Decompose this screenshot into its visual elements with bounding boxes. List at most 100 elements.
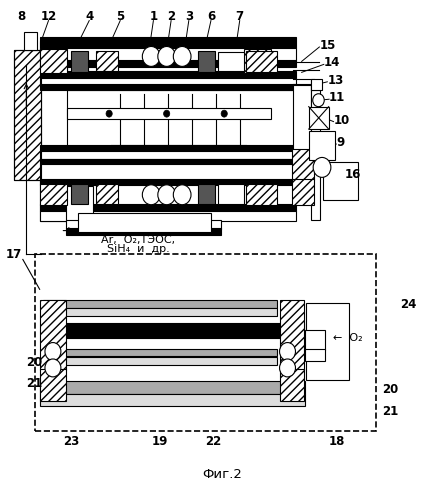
Bar xyxy=(310,79,321,90)
Bar xyxy=(43,308,278,316)
Bar xyxy=(43,357,278,365)
Text: 1: 1 xyxy=(149,10,158,23)
Bar xyxy=(40,394,305,406)
Circle shape xyxy=(45,359,61,377)
Bar xyxy=(24,31,37,50)
Text: 21: 21 xyxy=(26,377,42,390)
Bar xyxy=(280,369,304,401)
Bar xyxy=(309,107,329,129)
Bar xyxy=(40,78,296,84)
Bar xyxy=(40,90,296,150)
Text: 10: 10 xyxy=(333,114,350,127)
Bar xyxy=(323,162,358,200)
Bar xyxy=(218,52,244,71)
Bar xyxy=(246,51,278,72)
Circle shape xyxy=(158,46,175,66)
Circle shape xyxy=(313,158,331,177)
Bar xyxy=(40,37,296,48)
Bar xyxy=(40,159,296,164)
Circle shape xyxy=(106,110,112,117)
Text: 16: 16 xyxy=(345,168,361,181)
Bar xyxy=(309,131,335,160)
Text: 15: 15 xyxy=(319,39,336,52)
Text: 2: 2 xyxy=(167,10,175,23)
Bar xyxy=(66,228,221,235)
Bar xyxy=(14,50,40,180)
Bar xyxy=(40,184,67,205)
Text: 8: 8 xyxy=(17,10,26,23)
Bar xyxy=(40,179,296,185)
Text: 9: 9 xyxy=(336,136,345,149)
Bar xyxy=(71,51,88,72)
Text: O: O xyxy=(80,326,90,336)
Text: 3: 3 xyxy=(185,10,193,23)
Text: 22: 22 xyxy=(205,435,221,448)
Text: ←  O₂: ← O₂ xyxy=(333,332,362,343)
Bar xyxy=(40,204,296,211)
Text: Ar,  O₂,ТЭОС,: Ar, O₂,ТЭОС, xyxy=(101,235,175,245)
Bar xyxy=(40,381,305,394)
Text: 12: 12 xyxy=(40,10,57,23)
Bar xyxy=(40,211,296,221)
Bar xyxy=(305,349,325,361)
Circle shape xyxy=(158,185,175,205)
Bar xyxy=(40,71,296,78)
Text: 7: 7 xyxy=(236,10,244,23)
Circle shape xyxy=(143,46,160,66)
Circle shape xyxy=(45,342,61,360)
Circle shape xyxy=(163,110,170,117)
Bar xyxy=(244,49,271,73)
Text: 14: 14 xyxy=(324,56,340,69)
Bar xyxy=(67,108,271,119)
Text: 17: 17 xyxy=(6,248,22,261)
Text: 4: 4 xyxy=(85,10,93,23)
Text: Фиг.2: Фиг.2 xyxy=(202,468,242,481)
Bar xyxy=(198,51,215,72)
Bar xyxy=(40,60,296,67)
Text: 20: 20 xyxy=(26,356,42,369)
Text: 20: 20 xyxy=(382,383,398,396)
Text: 23: 23 xyxy=(63,435,79,448)
Bar xyxy=(66,186,93,221)
Circle shape xyxy=(173,185,191,205)
Bar xyxy=(78,213,211,232)
Text: 21: 21 xyxy=(382,405,398,418)
Bar xyxy=(40,151,296,159)
Circle shape xyxy=(280,342,295,360)
Bar xyxy=(292,149,314,180)
Bar xyxy=(71,184,88,204)
Bar xyxy=(40,49,67,73)
Text: 6: 6 xyxy=(207,10,215,23)
Text: 18: 18 xyxy=(329,435,345,448)
Bar xyxy=(14,50,40,180)
Bar xyxy=(40,41,67,221)
Bar xyxy=(43,300,278,308)
Circle shape xyxy=(280,359,295,377)
Circle shape xyxy=(313,94,324,107)
Bar xyxy=(198,184,215,204)
Text: 19: 19 xyxy=(152,435,168,448)
Text: 13: 13 xyxy=(327,74,344,87)
Bar xyxy=(246,184,278,205)
Bar xyxy=(218,184,244,204)
Bar xyxy=(40,164,296,180)
Bar xyxy=(40,48,296,61)
Bar xyxy=(40,145,296,151)
Bar xyxy=(96,51,118,71)
Circle shape xyxy=(221,110,227,117)
Bar xyxy=(96,184,118,204)
Bar xyxy=(293,85,310,150)
Bar xyxy=(306,303,349,380)
Bar xyxy=(292,179,314,205)
Bar xyxy=(40,85,296,90)
Bar xyxy=(35,254,376,431)
Circle shape xyxy=(173,46,191,66)
Bar xyxy=(305,330,325,350)
Bar xyxy=(66,220,221,229)
Bar xyxy=(310,80,320,220)
Bar xyxy=(280,300,304,370)
Circle shape xyxy=(143,185,160,205)
Bar xyxy=(40,369,66,401)
Text: 5: 5 xyxy=(116,10,124,23)
Bar xyxy=(43,323,304,338)
